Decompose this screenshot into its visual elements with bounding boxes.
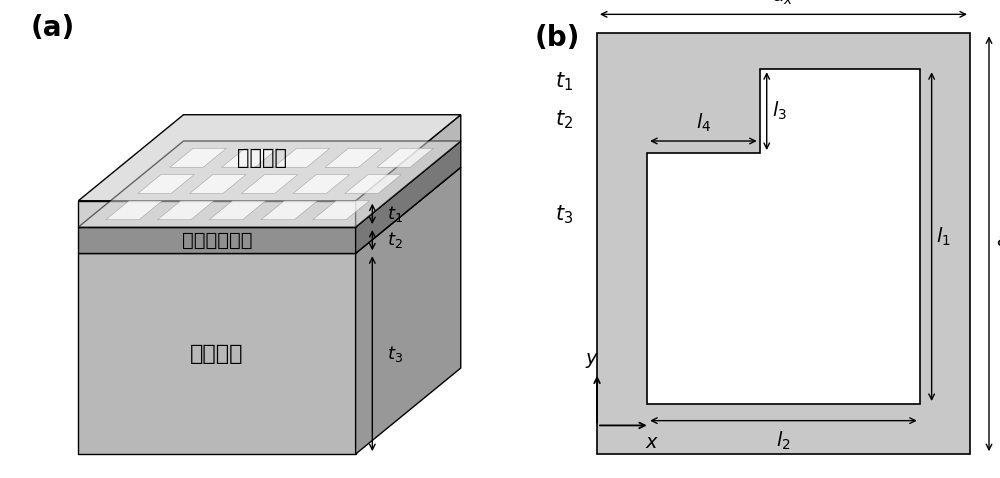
Polygon shape [273,148,330,167]
Polygon shape [106,201,162,220]
Polygon shape [170,148,226,167]
Text: $t_1$: $t_1$ [387,204,403,224]
Text: $t_2$: $t_2$ [555,108,573,131]
Text: $l_1$: $l_1$ [936,226,951,248]
Text: $y$: $y$ [585,351,599,370]
Text: 二氧化硅: 二氧化硅 [190,344,244,364]
Polygon shape [345,174,401,194]
Polygon shape [78,141,461,227]
Text: 磁流薄膜: 磁流薄膜 [237,148,287,168]
Bar [597,33,970,454]
Polygon shape [78,167,461,253]
Text: $l_3$: $l_3$ [772,100,786,122]
Polygon shape [647,69,920,404]
Polygon shape [190,174,246,194]
Text: (a): (a) [31,14,75,43]
Polygon shape [261,201,317,220]
Polygon shape [313,201,369,220]
Polygon shape [209,201,266,220]
Polygon shape [293,174,350,194]
Text: $a_y$: $a_y$ [996,233,1000,254]
Polygon shape [377,148,433,167]
Polygon shape [325,148,382,167]
Text: 光子晶体平板: 光子晶体平板 [182,231,252,250]
Text: $t_3$: $t_3$ [387,344,403,364]
Polygon shape [293,174,350,194]
Polygon shape [78,253,356,454]
Polygon shape [356,115,461,227]
Polygon shape [138,174,194,194]
Polygon shape [273,148,330,167]
Polygon shape [138,174,194,194]
Text: $l_4$: $l_4$ [696,111,711,134]
Polygon shape [170,148,226,167]
Text: $t_3$: $t_3$ [555,204,573,227]
Polygon shape [261,201,317,220]
Polygon shape [78,227,356,253]
Polygon shape [78,141,461,227]
Text: $x$: $x$ [645,433,659,452]
Polygon shape [222,148,278,167]
Polygon shape [106,201,162,220]
Polygon shape [356,167,461,454]
Polygon shape [313,201,369,220]
Polygon shape [78,201,356,227]
Text: $t_2$: $t_2$ [387,230,402,250]
Polygon shape [190,174,246,194]
Polygon shape [158,201,214,220]
Text: $a_x$: $a_x$ [772,0,795,7]
Polygon shape [241,174,298,194]
Polygon shape [241,174,298,194]
Polygon shape [377,148,433,167]
Polygon shape [345,174,401,194]
Polygon shape [356,141,461,253]
Polygon shape [78,115,461,201]
Polygon shape [209,201,266,220]
Text: $t_1$: $t_1$ [555,70,573,93]
Polygon shape [158,201,214,220]
Polygon shape [325,148,382,167]
Polygon shape [222,148,278,167]
Text: $l_2$: $l_2$ [776,429,791,452]
Text: (b): (b) [535,24,580,52]
